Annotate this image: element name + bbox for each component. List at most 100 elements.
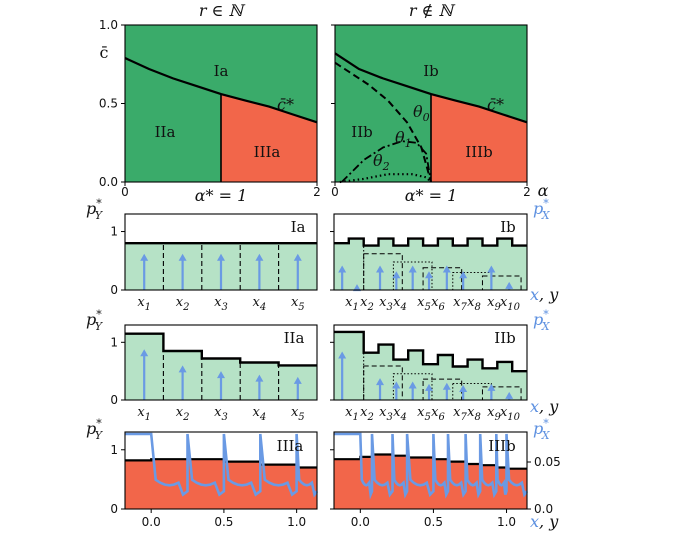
theta0-curve [334,61,432,183]
density-curve-right [334,432,529,500]
ylabel-pY: p* Y [86,417,104,442]
delta-arrow-head [392,271,401,279]
xlabel-xy: x, y [530,397,559,416]
y-tick-label: 0 [110,502,118,516]
panel-name: IIa [284,329,305,347]
x-category-label: x3 [379,295,393,313]
delta-arrow-head [217,253,225,261]
ylabel-pX: p* X [533,417,551,442]
x-category-label: x5 [291,405,305,423]
x-category-label: x10 [500,295,521,313]
region-label: IIIa [254,143,281,161]
panel-name: IIIa [277,437,304,455]
bar-step-line [334,237,527,247]
delta-arrow-head [140,253,149,261]
delta-arrow-head [459,385,468,392]
inner-box [392,261,433,291]
y-tick-label: 0 [110,283,118,297]
x-tick-label: 1.0 [497,515,516,529]
x-category-label: x1 [345,405,359,423]
y-tick-label: 0.0 [99,175,118,189]
alpha-star-label: α* = 1 [195,186,248,205]
bar-area [125,333,317,400]
x-category-label: x9 [487,295,501,313]
x-tick-label: 0.0 [142,515,161,529]
delta-arrow-head [255,374,264,382]
III-panel-frame [124,431,318,510]
delta-arrow-head [353,284,362,292]
ylabel-pY: p* Y [86,308,104,333]
delta-arrow-head [376,265,385,273]
y-axis-label: c̄ [100,43,109,62]
curve-label: c̄* [277,95,294,114]
delta-arrow-head [178,365,187,373]
x-category-label: x2 [176,295,190,313]
region-label: IIb [351,123,372,141]
III-panel-frame [333,431,528,510]
x-tick-label: 0.5 [424,515,443,529]
xlabel-xy: x, y [530,512,559,531]
delta-arrow-head [459,271,468,279]
panel-title-left: r ∈ ℕ [199,1,246,20]
right-tick-label: 0.0 [534,502,553,516]
x-category-label: x4 [253,405,267,423]
delta-arrow-head [487,383,496,391]
delta-arrow-head [425,383,434,391]
xlabel-xy: x, y [530,285,559,304]
delta-arrow-head [487,265,496,273]
delta-arrow-head [178,253,187,261]
region-label: Ib [423,62,439,80]
y-tick-label: 1 [110,335,118,349]
bar-panel-frame [124,324,318,401]
delta-arrow-head [293,376,302,384]
delta-arrow-head [505,281,514,289]
x-category-label: x5 [417,295,431,313]
alpha-star-label: α* = 1 [405,186,458,205]
bar-panel-frame [124,213,318,291]
delta-arrow-head [442,265,451,273]
theta-label: θ0 [413,102,430,124]
x-category-label: x5 [291,295,305,313]
delta-arrow-head [442,382,451,390]
panel-title-right: r ∉ ℕ [409,1,456,20]
x-category-label: x7 [453,405,467,423]
delta-arrow-head [338,351,347,359]
x-category-label: x6 [431,295,445,313]
panel-name: IIIb [488,437,515,455]
IIII-area-left [125,459,317,509]
delta-arrow-head [217,371,225,379]
delta-arrow-head [408,381,417,389]
y-tick-label: 1 [110,443,118,457]
delta-arrow-head [140,349,149,357]
ylabel-pX: p* X [533,308,551,333]
panel-name: IIb [494,329,515,347]
x-category-label: x6 [431,405,445,423]
x-category-label: x3 [379,405,393,423]
inner-box [481,386,522,401]
delta-arrow-head [392,381,401,389]
right-tick-label: 0.05 [534,455,561,469]
x-tick-label: 2 [523,185,531,199]
x-category-label: x1 [137,405,151,423]
x-category-label: x5 [417,405,431,423]
y-tick-label: 0.5 [99,97,118,111]
y-tick-label: 1 [110,225,118,239]
x-category-label: x3 [214,405,228,423]
inner-box [481,275,522,291]
y-tick-label: 1.0 [99,18,118,32]
x-category-label: x4 [253,295,267,313]
delta-arrow-head [505,391,514,399]
x-category-label: x4 [393,405,407,423]
x-category-label: x8 [467,295,481,313]
x-category-label: x10 [500,405,521,423]
density-curve-left [125,432,319,498]
region-III-right [431,94,527,182]
x-tick-label: 0.0 [351,515,370,529]
panel-name: Ia [291,218,306,236]
ylabel-pY: p* Y [86,197,104,222]
x-tick-label: 0 [331,185,339,199]
bar-panel-frame [333,213,528,291]
x-axis-label: α [538,181,549,200]
delta-arrow-head [293,253,302,261]
